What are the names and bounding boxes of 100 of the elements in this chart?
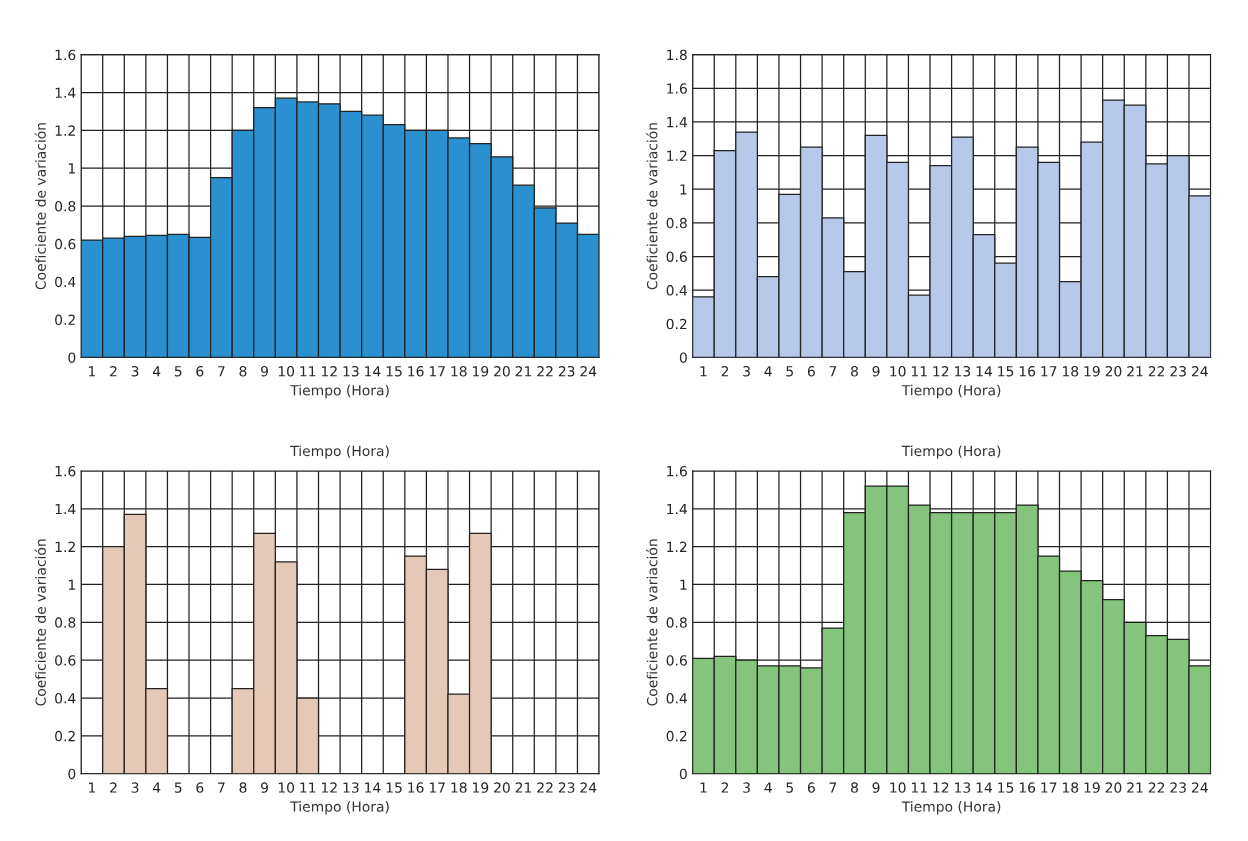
x-tick-label: 2 [721,782,729,793]
x-tick-label: 16 [1019,366,1036,377]
y-axis-title: Coeficiente de variación [646,123,658,290]
x-tick-label: 11 [911,782,927,793]
x-axis-title: Tiempo (Hora) [290,384,389,399]
x-tick-label: 23 [1170,782,1186,793]
x-tick-label: 7 [218,366,225,377]
x-tick-label: 19 [1084,366,1100,377]
x-tick-label: 3 [131,782,139,793]
y-tick-label: 0.4 [666,285,687,296]
x-tick-label: 13 [343,782,359,793]
y-tick-label: 0.2 [55,730,75,742]
x-tick-label: 15 [386,782,402,793]
y-axis-title: Coeficiente de variación [34,123,46,290]
x-tick-label: 9 [872,366,880,377]
x-tick-label: 7 [829,782,837,793]
y-tick-label: 0.4 [666,693,687,704]
y-tick-label: 1.2 [667,541,687,552]
x-tick-label: 2 [110,782,117,793]
x-tick-label: 14 [976,366,993,377]
x-tick-label: 24 [1191,366,1208,377]
x-tick-label: 4 [152,366,161,377]
x-tick-label: 5 [174,782,182,793]
x-tick-label: 6 [807,782,815,793]
x-tick-label: 5 [174,366,182,377]
x-tick-label: 23 [558,366,575,377]
x-tick-label: 11 [300,782,316,793]
y-tick-label: 1.4 [55,87,76,98]
y-tick-label: 0.4 [55,693,76,704]
x-tick-label: 1 [700,366,707,377]
x-tick-label: 15 [386,366,402,377]
y-tick-label: 0.2 [666,318,687,330]
y-tick-label: 1.4 [667,503,687,515]
x-tick-label: 22 [1148,782,1165,793]
x-tick-label: 7 [829,366,837,377]
y-tick-label: 0.2 [55,314,75,326]
x-axis-title: Tiempo (Hora) [290,801,389,815]
x-tick-label: 3 [131,366,139,377]
x-tick-label: 13 [955,366,971,377]
y-tick-label: 1.2 [55,541,75,552]
x-tick-label: 10 [278,366,295,377]
x-tick-label: 17 [429,366,445,377]
x-tick-label: 11 [300,366,316,377]
y-tick-label: 0.4 [55,276,76,288]
x-tick-label: 3 [743,782,750,793]
y-tick-label: 0 [679,352,687,363]
y-tick-label: 1 [68,579,75,590]
x-tick-label: 18 [451,782,467,793]
x-tick-label: 17 [1041,782,1057,793]
x-axis-title: Tiempo (Hora) [901,384,1001,399]
y-tick-label: 0.8 [55,617,76,628]
x-tick-label: 16 [1019,782,1036,793]
x-tick-label: 19 [473,782,489,793]
x-tick-label: 15 [998,782,1014,793]
chart-subtitle: Tiempo (Hora) [290,445,389,459]
y-tick-label: 0.2 [666,730,687,742]
x-tick-label: 2 [110,366,117,377]
y-tick-label: 1 [680,579,687,590]
x-tick-label: 15 [998,366,1014,377]
x-tick-label: 9 [261,366,268,377]
y-tick-label: 1 [68,163,75,174]
x-tick-label: 23 [1170,366,1186,377]
chart-subtitle: Tiempo (Hora) [901,445,1001,459]
x-tick-label: 16 [408,366,424,377]
x-tick-label: 4 [764,782,772,793]
y-tick-label: 0.8 [666,617,687,628]
y-tick-label: 0.6 [666,251,687,262]
x-tick-label: 21 [1127,366,1143,377]
x-tick-label: 6 [196,782,204,793]
x-tick-label: 14 [976,782,993,793]
x-tick-label: 21 [515,366,532,377]
x-tick-label: 18 [451,366,467,377]
x-tick-label: 14 [365,782,381,793]
y-axis-title: Coeficiente de variación [646,539,658,706]
y-tick-label: 1.6 [667,465,687,477]
x-tick-label: 23 [558,782,575,793]
x-tick-label: 24 [580,366,597,377]
y-tick-label: 1.4 [667,117,687,128]
x-tick-label: 1 [89,366,96,377]
x-axis-title: Tiempo (Hora) [901,801,1001,815]
x-tick-label: 4 [764,366,772,377]
y-tick-label: 0.8 [55,201,76,212]
x-tick-label: 13 [955,782,971,793]
y-tick-label: 0 [68,352,76,363]
x-tick-label: 7 [218,782,225,793]
x-tick-label: 8 [851,782,858,793]
y-tick-label: 1.8 [667,49,687,61]
y-tick-label: 1.6 [55,49,76,61]
y-tick-label: 0.6 [55,655,76,666]
y-tick-label: 0 [679,768,687,780]
x-tick-label: 20 [494,366,510,377]
x-tick-label: 20 [494,782,510,793]
x-tick-label: 8 [851,366,858,377]
x-tick-label: 9 [261,782,268,793]
x-tick-label: 18 [1062,366,1079,377]
x-tick-label: 8 [239,782,247,793]
y-tick-label: 0 [68,768,76,780]
x-tick-label: 22 [537,366,553,377]
x-tick-label: 20 [1105,366,1122,377]
x-tick-label: 10 [890,782,906,793]
